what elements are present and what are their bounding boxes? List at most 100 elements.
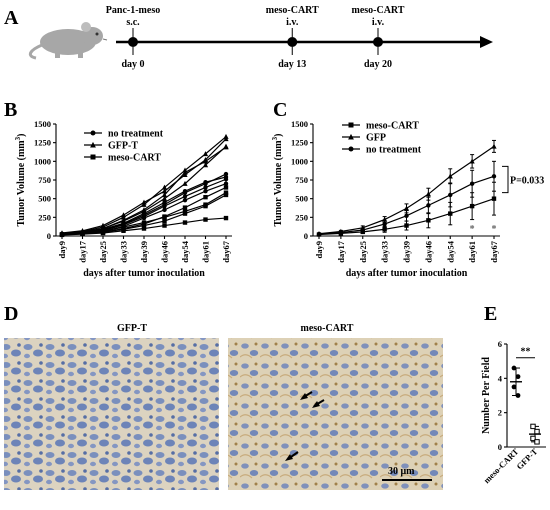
data-point: [141, 221, 147, 227]
data-point: [182, 205, 188, 210]
legend-label: meso-CART: [108, 153, 161, 164]
data-point: [515, 374, 521, 380]
data-point: [223, 136, 229, 142]
data-point: [80, 231, 85, 236]
y-tick-label: 750: [38, 175, 51, 185]
data-point: [403, 205, 410, 211]
data-point: [182, 180, 188, 186]
x-tick-label: day33: [119, 241, 129, 263]
timeline-event-title: meso-CART: [266, 5, 319, 16]
y-tick-label: 1500: [34, 119, 51, 129]
legend-label: no treatment: [108, 129, 164, 140]
y-tick-label: 6: [498, 339, 502, 349]
data-point: [511, 365, 517, 371]
scale-bar-label: 30 μm: [388, 466, 415, 477]
x-tick-label: day46: [423, 241, 433, 263]
y-tick-label: 1500: [291, 119, 308, 129]
timeline-arrowhead: [480, 36, 493, 48]
x-tick-label: day9: [314, 241, 324, 258]
y-tick-label: 1000: [291, 156, 308, 166]
data-point: [162, 207, 167, 213]
y-tick-label: 1250: [34, 138, 51, 148]
data-point: [448, 211, 453, 216]
data-point: [182, 194, 188, 199]
data-point: [491, 196, 497, 201]
data-point: [223, 185, 229, 190]
y-axis-label: Tumor Volume (mm3): [271, 134, 284, 227]
data-point: [382, 216, 388, 222]
x-tick-label: GFP-T: [514, 446, 539, 471]
timeline-event-day: day 0: [121, 59, 144, 70]
significance-stars: **: [521, 347, 531, 358]
x-tick-label: day25: [98, 241, 108, 263]
data-point: [162, 203, 167, 209]
x-tick-label: day17: [78, 240, 88, 262]
x-tick-label: day46: [160, 241, 170, 263]
data-point: [161, 195, 168, 201]
data-point: [120, 217, 127, 223]
legend-marker: [348, 133, 354, 140]
x-axis-label: days after tumor inoculation: [346, 268, 468, 279]
data-point: [100, 222, 106, 228]
data-point: [223, 215, 229, 221]
data-point: [426, 203, 431, 208]
data-point: [202, 162, 209, 168]
panel-letter-d: D: [4, 303, 18, 325]
x-tick-label: day33: [380, 241, 390, 263]
x-tick-label: day54: [180, 240, 190, 262]
timeline-event-dot: [128, 37, 138, 47]
timeline-event-route: i.v.: [286, 17, 299, 28]
data-series: [59, 185, 229, 237]
data-point: [182, 189, 188, 194]
data-point: [182, 211, 188, 216]
panel-letter-b: B: [4, 99, 17, 121]
data-point: [203, 217, 208, 222]
x-tick-label: day39: [402, 241, 412, 263]
x-tick-label: day61: [201, 241, 211, 263]
y-tick-label: 500: [38, 194, 51, 204]
data-point: [515, 393, 521, 398]
data-point: [223, 192, 229, 198]
legend-marker: [348, 122, 354, 128]
timeline-event-title: Panc-1-meso: [106, 5, 160, 16]
x-tick-label: day17: [336, 240, 346, 262]
data-point: [141, 226, 147, 231]
data-point: [162, 218, 167, 224]
data-point: [162, 223, 167, 228]
legend-label: GFP: [366, 133, 386, 144]
chart-b: 0 250 500 750 1000 1250 1500 day9 day17 day25 day3…: [14, 119, 232, 279]
x-tick-label: day39: [139, 241, 149, 263]
legend-label: GFP-T: [108, 141, 138, 152]
x-tick-label: day61: [467, 241, 477, 263]
data-point: [161, 184, 168, 190]
x-tick-label: day25: [358, 241, 368, 263]
data-point: [360, 227, 365, 233]
mouse-icon: [28, 22, 108, 60]
data-point: [491, 174, 497, 179]
data-point: [316, 231, 322, 237]
data-point: [530, 435, 536, 442]
significance-bracket: [502, 165, 509, 194]
data-point: [382, 221, 387, 227]
data-point: [447, 173, 453, 179]
data-point: [223, 177, 229, 182]
y-axis-label: Tumor Volume (mm3): [14, 134, 27, 227]
timeline-event-dot: [287, 37, 298, 47]
y-tick-label: 0: [498, 442, 502, 452]
data-point: [203, 180, 208, 185]
y-tick-label: 250: [295, 212, 308, 222]
x-axis-label: days after tumor inoculation: [83, 268, 205, 279]
data-point: [469, 158, 475, 164]
y-tick-label: 2: [498, 408, 502, 418]
arrow-marker: [312, 399, 325, 408]
data-point: [161, 188, 168, 194]
data-point: [59, 232, 65, 237]
timeline-event-dot: [373, 37, 383, 47]
data-point: [141, 207, 147, 213]
y-tick-label: 1000: [34, 156, 51, 166]
histology-right-title: meso-CART: [301, 323, 354, 334]
timeline-event-title: meso-CART: [352, 5, 405, 16]
data-point: [141, 215, 147, 221]
panel-letter-e: E: [484, 303, 497, 325]
